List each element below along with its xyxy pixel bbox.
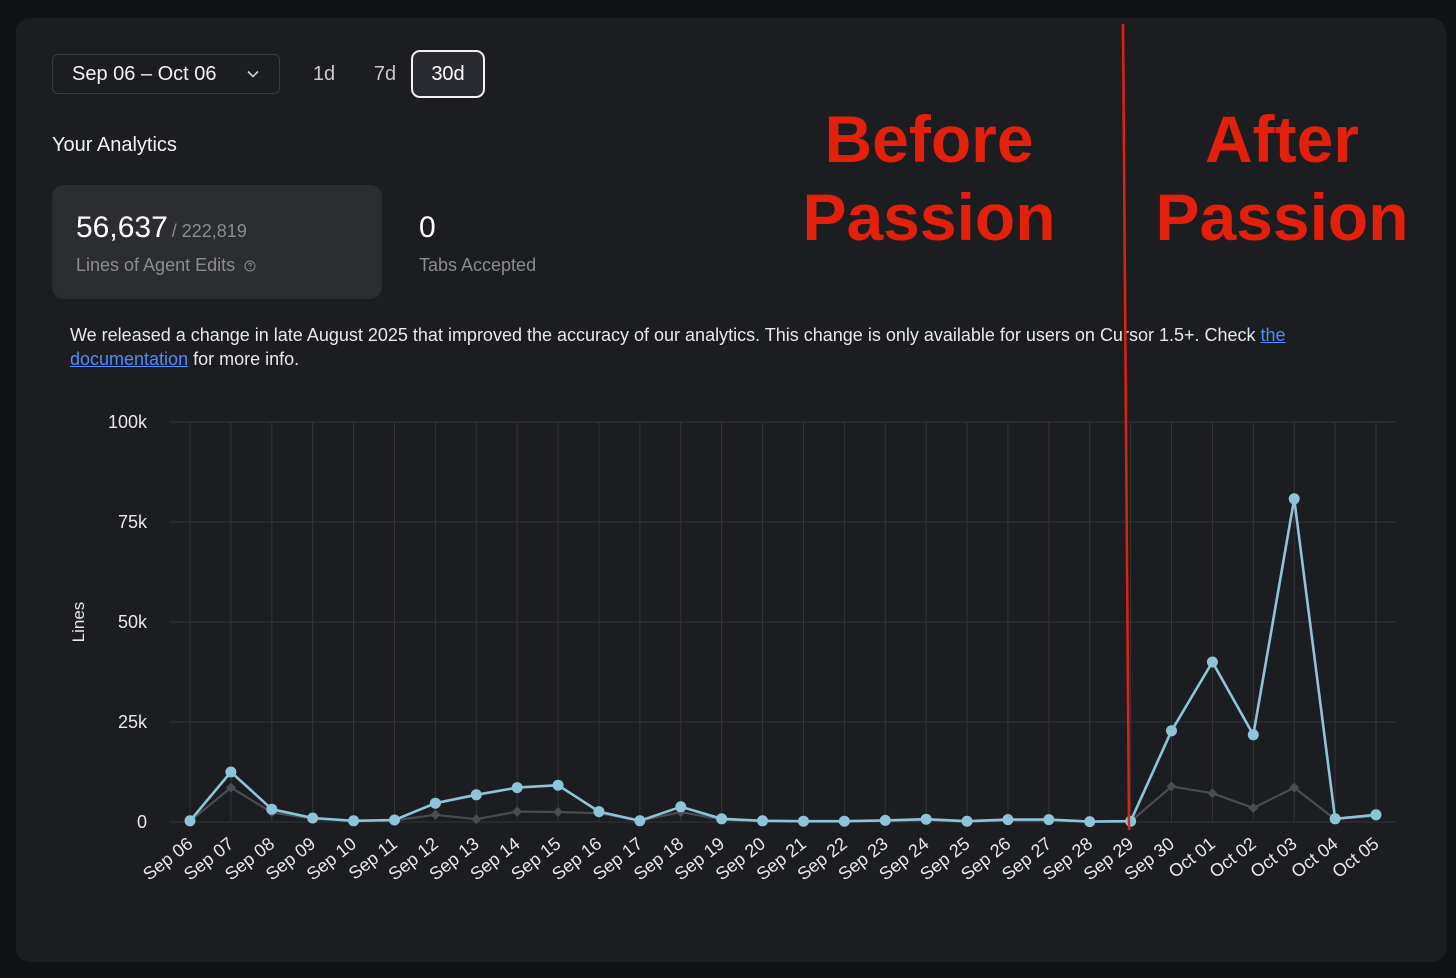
- agent-edits-value: 56,637: [76, 211, 168, 244]
- after-passion-annotation: After Passion: [1143, 100, 1421, 256]
- after-passion-word: Passion: [1155, 180, 1409, 254]
- data-point: [716, 813, 728, 825]
- x-tick-label: Oct 01: [1165, 833, 1219, 881]
- data-point: [961, 815, 973, 827]
- agent-edits-label: Lines of Agent Edits: [76, 255, 236, 275]
- data-point: [797, 815, 809, 827]
- data-point: [838, 815, 850, 827]
- data-point: [634, 815, 646, 827]
- analytics-notice: We released a change in late August 2025…: [70, 323, 1370, 371]
- data-point: [470, 789, 482, 801]
- help-circle-icon[interactable]: [244, 260, 256, 272]
- before-passion-word: Passion: [802, 180, 1056, 254]
- data-point: [552, 779, 564, 791]
- data-point-secondary: [225, 782, 236, 793]
- range-30d-button[interactable]: 30d: [411, 50, 485, 98]
- agent-edits-label-row: Lines of Agent Edits: [76, 255, 256, 276]
- agent-edits-card: 56,637/ 222,819 Lines of Agent Edits: [52, 185, 382, 299]
- before-after-divider: [1121, 23, 1131, 831]
- series-line-1: [189, 785, 1377, 823]
- analytics-title: Your Analytics: [52, 134, 177, 156]
- tabs-accepted-stat: 0 Tabs Accepted: [419, 211, 536, 276]
- before-passion-annotation: Before Passion: [790, 100, 1068, 256]
- data-point: [879, 814, 891, 826]
- tabs-accepted-value: 0: [419, 211, 436, 244]
- notice-suffix: for more info.: [188, 349, 300, 369]
- range-1d-button[interactable]: 1d: [312, 62, 336, 85]
- series-0: [184, 493, 1382, 828]
- chart-grid: [170, 421, 1396, 823]
- agent-edits-total: / 222,819: [171, 221, 247, 241]
- data-point: [1329, 813, 1341, 825]
- data-point: [388, 814, 400, 826]
- y-tick-label: 0: [137, 812, 147, 832]
- x-tick-label: Oct 03: [1247, 833, 1301, 881]
- data-point: [1370, 809, 1382, 821]
- data-point: [675, 801, 687, 813]
- notice-text: We released a change in late August 2025…: [70, 325, 1261, 345]
- data-point: [1084, 816, 1096, 828]
- data-point: [1125, 815, 1137, 827]
- y-axis-label: Lines: [69, 602, 88, 643]
- data-point-secondary: [471, 814, 482, 825]
- data-point-secondary: [512, 806, 523, 817]
- y-axis-ticks: 0 25k 50k 75k 100k: [108, 412, 148, 832]
- data-point: [429, 797, 441, 809]
- after-word: After: [1204, 102, 1359, 176]
- y-tick-label: 100k: [108, 412, 148, 432]
- x-tick-label: Oct 05: [1328, 833, 1382, 881]
- data-point: [1247, 729, 1259, 741]
- tabs-accepted-label: Tabs Accepted: [419, 255, 537, 275]
- chart-series: [184, 493, 1382, 828]
- data-point: [1002, 814, 1014, 826]
- data-point-secondary: [1248, 803, 1259, 813]
- data-point: [757, 815, 769, 827]
- data-point: [1043, 814, 1055, 826]
- data-point-secondary: [430, 809, 441, 820]
- series-line-0: [189, 497, 1377, 823]
- y-tick-label: 75k: [118, 512, 148, 532]
- data-point-secondary: [1166, 781, 1177, 792]
- x-tick-label: Oct 02: [1206, 833, 1260, 881]
- data-point: [1288, 493, 1300, 505]
- data-point: [593, 806, 605, 818]
- chevron-down-icon: [247, 70, 259, 78]
- agent-edits-value-row: 56,637/ 222,819: [76, 211, 247, 245]
- before-word: Before: [824, 102, 1034, 176]
- data-point: [348, 815, 360, 827]
- y-tick-label: 25k: [118, 712, 148, 732]
- documentation-link[interactable]: the documentation: [70, 325, 1286, 369]
- data-point: [266, 803, 278, 815]
- data-point: [511, 782, 523, 794]
- date-range-value: Sep 06 – Oct 06: [72, 62, 217, 85]
- data-point: [184, 815, 196, 827]
- data-point-secondary: [1207, 788, 1218, 799]
- data-point-secondary: [553, 807, 564, 817]
- data-point: [307, 812, 319, 824]
- data-point: [1206, 656, 1218, 668]
- date-range-select[interactable]: Sep 06 – Oct 06: [52, 54, 280, 94]
- data-point: [920, 813, 932, 825]
- y-tick-label: 50k: [118, 612, 148, 632]
- x-tick-label: Oct 04: [1287, 833, 1341, 881]
- range-7d-button[interactable]: 7d: [373, 62, 397, 85]
- data-point-secondary: [1289, 782, 1300, 793]
- data-point: [225, 766, 237, 778]
- analytics-panel: [16, 18, 1446, 962]
- data-point: [1166, 725, 1178, 737]
